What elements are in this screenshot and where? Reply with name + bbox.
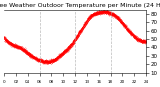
Title: Milwaukee Weather Outdoor Temperature per Minute (24 Hours): Milwaukee Weather Outdoor Temperature pe… — [0, 3, 160, 8]
